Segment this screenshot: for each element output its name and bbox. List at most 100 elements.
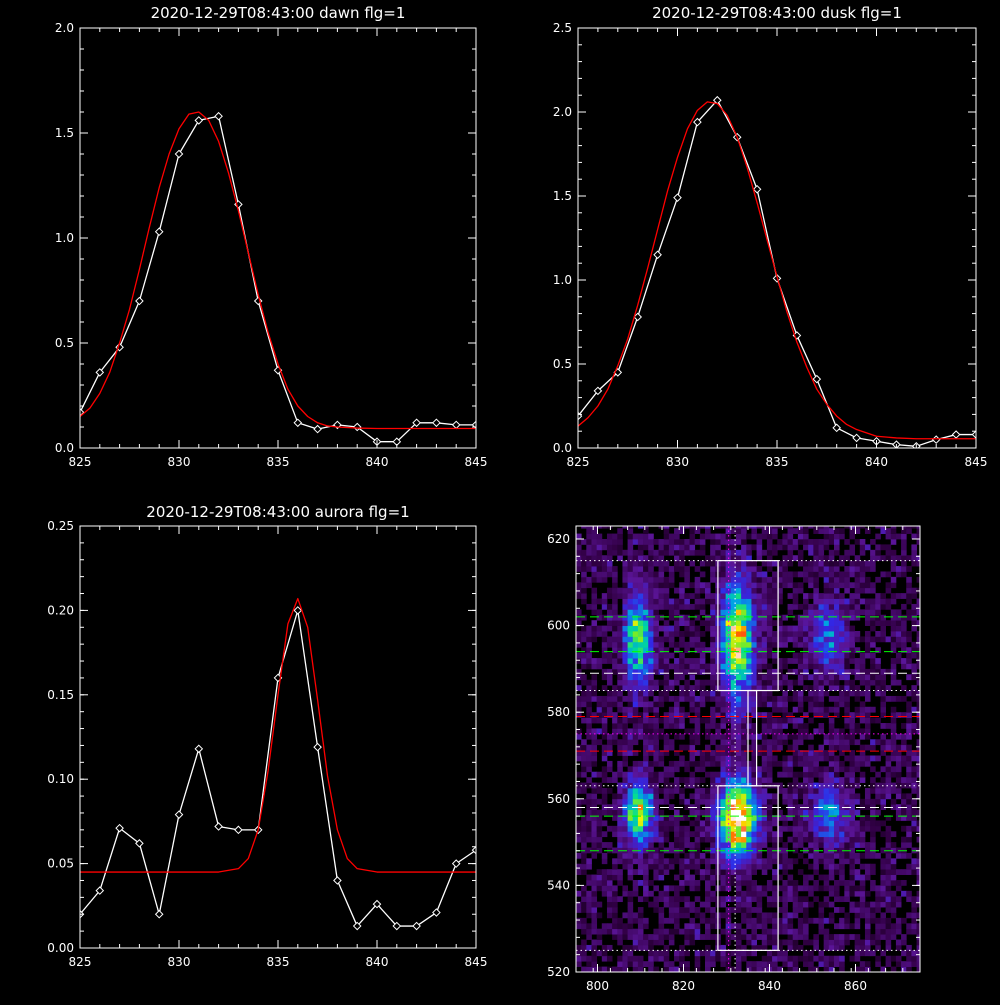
heatmap-cell	[725, 939, 732, 946]
heatmap-cell	[766, 771, 773, 778]
heatmap-cell	[668, 896, 675, 903]
heatmap-cell	[674, 620, 680, 626]
heatmap-cell	[766, 858, 773, 865]
heatmap-cell	[591, 620, 598, 626]
heatmap-cell	[679, 836, 685, 843]
heatmap-cell	[576, 961, 582, 967]
heatmap-cell	[772, 890, 778, 897]
heatmap-cell	[895, 815, 902, 821]
heatmap-cell	[859, 966, 866, 972]
heatmap-cell	[890, 538, 897, 545]
heatmap-cell	[916, 820, 920, 827]
heatmap-cell	[694, 787, 701, 794]
heatmap-cell	[710, 831, 716, 838]
heatmap-cell	[751, 598, 757, 605]
heatmap-cell	[885, 874, 892, 881]
heatmap-cell	[694, 679, 701, 686]
heatmap-cell	[710, 858, 716, 865]
heatmap-cell	[684, 744, 690, 751]
heatmap-cell	[694, 587, 701, 594]
heatmap-cell	[844, 923, 850, 930]
heatmap-cell	[875, 674, 881, 681]
heatmap-cell	[746, 733, 752, 740]
heatmap-cell	[658, 717, 665, 724]
heatmap-cell	[699, 560, 706, 567]
heatmap-cell	[689, 549, 696, 556]
heatmap-cell	[808, 641, 814, 648]
heatmap-cell	[787, 879, 794, 886]
heatmap-cell	[808, 771, 814, 778]
heatmap-cell	[880, 603, 886, 610]
heatmap-cell	[735, 598, 742, 605]
heatmap-cell	[916, 739, 920, 746]
heatmap-cell	[766, 804, 773, 811]
heatmap-cell	[637, 555, 644, 562]
heatmap-cell	[601, 560, 608, 567]
heatmap-cell	[606, 928, 613, 935]
heatmap-cell	[782, 950, 788, 957]
heatmap-cell	[875, 576, 881, 583]
heatmap-cell	[777, 874, 783, 881]
heatmap-cell	[581, 674, 587, 681]
heatmap-cell	[710, 555, 716, 562]
heatmap-cell	[741, 587, 747, 594]
heatmap-cell	[839, 652, 845, 659]
heatmap-cell	[684, 728, 690, 735]
heatmap-cell	[911, 603, 917, 610]
heatmap-cell	[720, 712, 727, 718]
heatmap-cell	[772, 717, 778, 724]
heatmap-cell	[663, 560, 670, 567]
heatmap-cell	[658, 582, 665, 589]
heatmap-cell	[787, 815, 794, 821]
heatmap-cell	[679, 907, 685, 913]
heatmap-cell	[875, 923, 881, 930]
heatmap-cell	[710, 695, 716, 702]
heatmap-cell	[880, 625, 886, 632]
heatmap-cell	[684, 544, 690, 551]
heatmap-cell	[761, 858, 768, 865]
heatmap-cell	[720, 641, 727, 648]
heatmap-cell	[643, 603, 649, 610]
heatmap-cell	[741, 950, 747, 957]
heatmap-cell	[751, 907, 757, 913]
heatmap-cell	[818, 874, 825, 881]
heatmap-cell	[591, 658, 598, 664]
y-tick-label: 0.5	[553, 357, 572, 371]
heatmap-cell	[844, 815, 850, 821]
heatmap-cell	[818, 831, 825, 838]
heatmap-cell	[648, 809, 654, 816]
heatmap-cell	[756, 831, 763, 838]
heatmap-cell	[586, 690, 592, 697]
heatmap-cell	[663, 793, 670, 800]
heatmap-cell	[617, 587, 623, 594]
heatmap-cell	[772, 636, 778, 643]
heatmap-cell	[627, 663, 634, 670]
heatmap-cell	[766, 793, 773, 800]
heatmap-cell	[674, 631, 680, 637]
heatmap-cell	[808, 658, 814, 664]
heatmap-cell	[627, 771, 634, 778]
heatmap-cell	[653, 760, 659, 767]
heatmap-cell	[591, 712, 598, 718]
heatmap-cell	[663, 723, 670, 729]
heatmap-cell	[612, 582, 618, 589]
heatmap-cell	[591, 576, 598, 583]
heatmap-cell	[834, 528, 840, 534]
heatmap-cell	[591, 739, 598, 746]
heatmap-cell	[808, 674, 814, 681]
heatmap-cell	[870, 652, 876, 659]
heatmap-cell	[617, 723, 623, 729]
heatmap-cell	[787, 528, 794, 534]
heatmap-cell	[632, 852, 639, 859]
heatmap-cell	[834, 787, 840, 794]
heatmap-cell	[772, 668, 778, 675]
heatmap-cell	[694, 712, 701, 718]
heatmap-cell	[916, 858, 920, 865]
heatmap-cell	[622, 614, 628, 621]
heatmap-cell	[797, 728, 804, 735]
heatmap-cell	[761, 836, 768, 843]
heatmap-cell	[668, 939, 675, 946]
heatmap-cell	[906, 636, 912, 643]
heatmap-cell	[699, 598, 706, 605]
heatmap-cell	[870, 825, 876, 832]
